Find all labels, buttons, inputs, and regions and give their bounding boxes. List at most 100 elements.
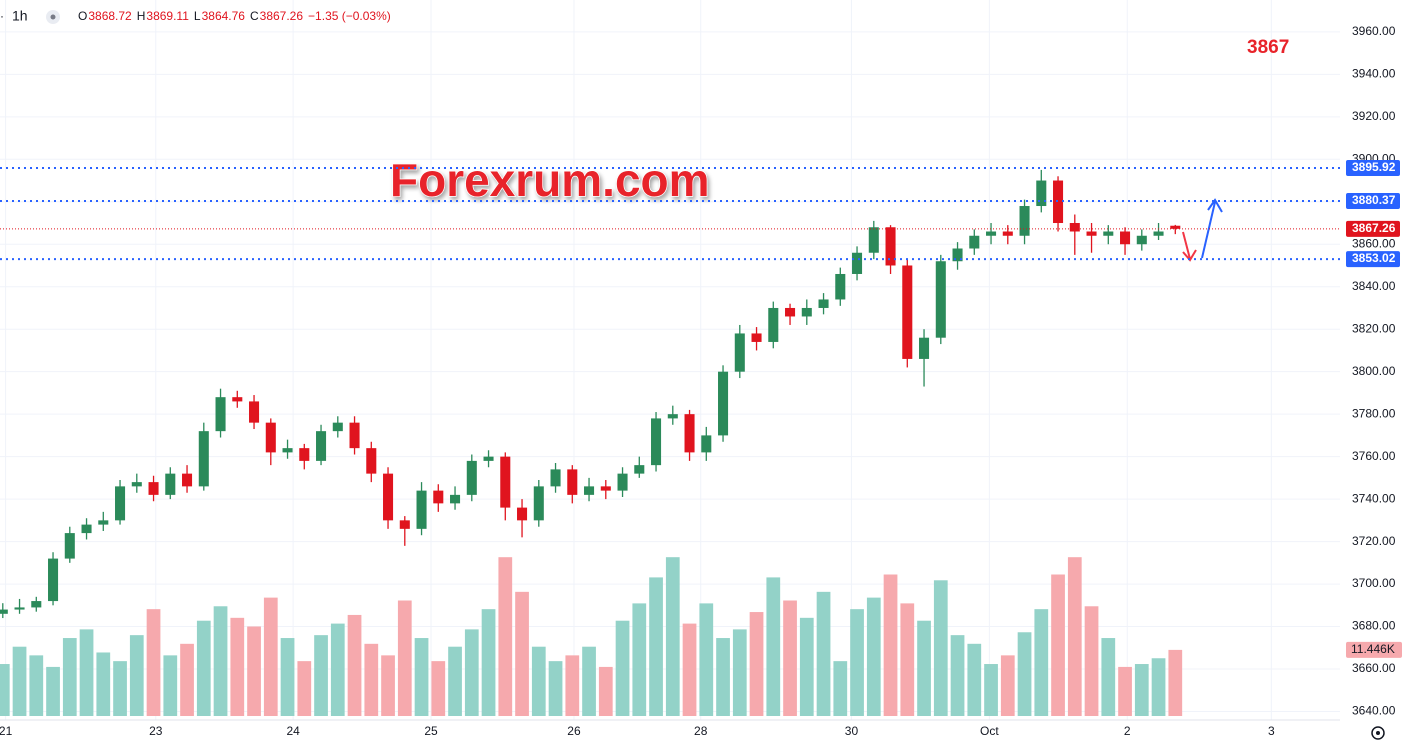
candle-body <box>115 486 126 521</box>
ohlc-label: L <box>194 9 201 23</box>
volume-bar <box>967 643 982 716</box>
settings-icon[interactable] <box>1371 726 1385 740</box>
volume-bar <box>263 597 278 716</box>
gear-center <box>1376 731 1380 735</box>
candle-body <box>1103 231 1114 236</box>
volume-bar <box>900 603 915 716</box>
volume-bar <box>180 643 194 716</box>
candle-body <box>0 609 8 614</box>
volume-bar <box>850 609 864 716</box>
candle-body <box>868 227 879 253</box>
volume-bar <box>766 577 781 716</box>
candle-body <box>433 490 444 504</box>
candle-body <box>1086 231 1097 236</box>
level-label-box <box>1346 251 1400 268</box>
grid <box>0 0 1340 720</box>
candle-body <box>299 448 310 461</box>
candle-body <box>148 482 159 495</box>
candle-body <box>14 607 25 610</box>
volume-bar <box>1067 557 1082 716</box>
volume-bar <box>632 603 647 716</box>
ohlc-value: 3864.76 <box>202 9 246 23</box>
x-tick-label: 3 <box>1268 724 1275 738</box>
ohlc-change: −1.35 (−0.03%) <box>308 9 391 23</box>
volume-bar <box>46 666 60 716</box>
level-label: 3895.92 <box>1352 160 1396 174</box>
candle-body <box>165 473 176 495</box>
candle-body <box>617 473 628 491</box>
candle-body <box>584 486 595 495</box>
candle-body <box>952 248 963 262</box>
volume-bar <box>297 661 312 716</box>
volume-bar <box>1000 655 1015 716</box>
candle-body <box>684 414 695 453</box>
volume-bar <box>1034 609 1049 716</box>
candle-body <box>31 601 42 608</box>
ohlc-value: 3868.72 <box>88 9 132 23</box>
volume-bar <box>12 646 27 716</box>
volume-bar <box>481 609 496 716</box>
price-pane <box>0 169 1181 619</box>
y-tick-label: 3840.00 <box>1352 279 1396 293</box>
volume-bar <box>347 614 362 716</box>
candle-body <box>450 494 461 504</box>
candle-body <box>1069 223 1080 232</box>
y-tick-label: 3960.00 <box>1352 24 1396 38</box>
volume-bar <box>699 603 714 716</box>
watermark: Forexrum.com <box>390 154 710 206</box>
candle-body <box>785 307 796 317</box>
y-tick-label: 3920.00 <box>1352 109 1396 123</box>
volume-bar <box>833 661 848 716</box>
volume-bar <box>1134 664 1149 716</box>
volume-pane <box>0 557 1183 716</box>
eye-icon-dot <box>50 14 56 20</box>
candle-body <box>718 371 729 436</box>
legend-header: · 1h O 3868.72 H 3869.11 L 3864.76 C 3867.26 −1.… <box>0 8 391 24</box>
candle-body <box>483 456 494 461</box>
volume-bar <box>280 638 295 716</box>
volume-bar <box>615 620 630 716</box>
level-label-box <box>1346 220 1400 237</box>
volume-bar <box>1101 638 1116 716</box>
volume-bar <box>113 661 127 716</box>
candle-body <box>852 252 863 274</box>
volume-bar <box>0 664 10 716</box>
y-tick-label: 3700.00 <box>1352 576 1396 590</box>
candle-body <box>600 486 611 491</box>
candle-body <box>215 397 226 432</box>
candle-body <box>316 431 327 461</box>
candle-body <box>835 273 846 300</box>
ohlc-label: H <box>137 9 146 23</box>
candle-body <box>399 520 410 529</box>
interval: 1h <box>12 8 28 24</box>
x-tick-label: 28 <box>694 724 708 738</box>
candle-body <box>64 533 75 559</box>
volume-bar <box>230 617 245 716</box>
candle-body <box>751 333 762 342</box>
volume-bar <box>933 580 948 716</box>
y-tick-label: 3780.00 <box>1352 406 1396 420</box>
candle-body <box>383 473 394 521</box>
volume-bar <box>247 626 261 716</box>
volume-bar <box>866 597 881 716</box>
level-label-box <box>1346 192 1400 209</box>
gear[interactable] <box>1371 726 1385 740</box>
candle-body <box>1170 225 1181 229</box>
price-levels <box>0 166 1340 261</box>
candle-body <box>349 422 360 449</box>
y-tick-label: 3820.00 <box>1352 321 1396 335</box>
volume-bar <box>1017 632 1032 716</box>
candle-body <box>232 397 243 402</box>
candle-body <box>198 431 209 487</box>
volume-bar <box>330 623 345 716</box>
candle-body <box>667 414 678 419</box>
candle-body <box>249 401 260 423</box>
volume-bar <box>29 655 44 716</box>
ohlc-label: C <box>250 9 259 23</box>
volume-bar <box>984 664 998 716</box>
candle-body <box>182 473 193 487</box>
volume-bar <box>1051 574 1065 716</box>
volume-label-box <box>1346 641 1402 658</box>
volume-bar <box>783 600 797 716</box>
